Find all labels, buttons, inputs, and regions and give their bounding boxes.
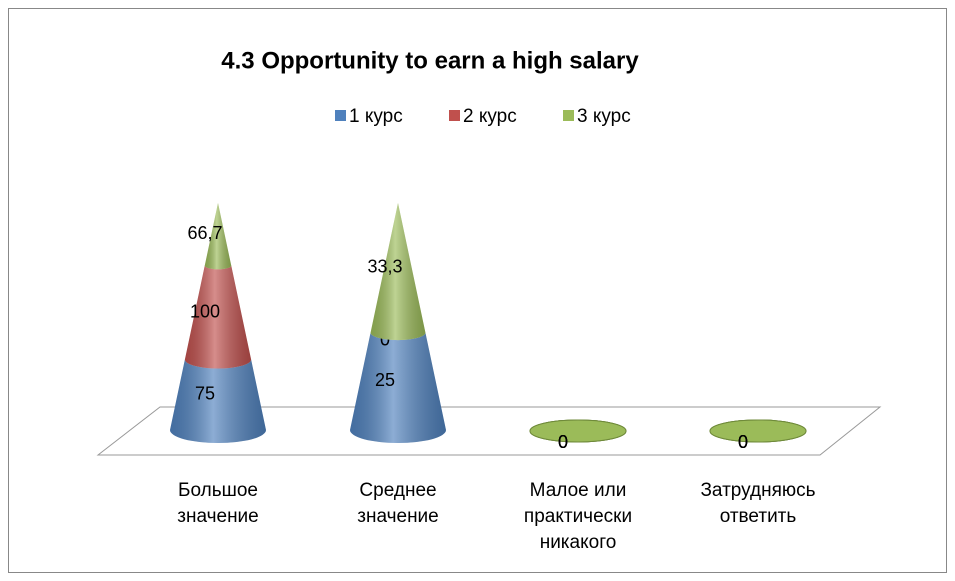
- cone-highlight: [370, 203, 426, 341]
- x-tick-label: Среднее значение: [357, 480, 439, 527]
- data-label: 0: [738, 432, 748, 452]
- data-label: 66,7: [187, 223, 222, 243]
- data-label: 0: [738, 432, 748, 452]
- legend-swatch: [563, 110, 574, 121]
- data-label: 33,3: [367, 257, 402, 277]
- data-label: 0: [380, 329, 390, 349]
- cone-highlight: [184, 265, 252, 369]
- data-label: 0: [738, 432, 748, 452]
- data-label: 0: [558, 432, 568, 452]
- floor: [96, 406, 882, 456]
- data-label: 100: [190, 301, 220, 321]
- data-label: 0: [558, 432, 568, 452]
- x-tick-label: Затрудняюсь ответить: [700, 480, 816, 527]
- legend-label: 1 курс: [349, 106, 403, 127]
- legend-label: 2 курс: [463, 106, 517, 127]
- x-tick-label: Малое или практически никакого: [523, 480, 633, 553]
- chart-border: [8, 8, 947, 573]
- data-label: 0: [558, 432, 568, 452]
- legend-swatch: [449, 110, 460, 121]
- cone-highlight: [204, 203, 232, 270]
- chart-title: 4.3 Opportunity to earn a high salary: [221, 47, 639, 74]
- cone-highlight: [170, 359, 266, 443]
- cone-highlight: [350, 332, 446, 443]
- cone-base: [529, 419, 627, 443]
- data-label: 75: [195, 384, 215, 404]
- x-tick-label: Большое значение: [177, 480, 259, 527]
- legend-label: 3 курс: [577, 106, 631, 127]
- cone-base: [709, 419, 807, 443]
- legend-swatch: [335, 110, 346, 121]
- data-label: 25: [375, 370, 395, 390]
